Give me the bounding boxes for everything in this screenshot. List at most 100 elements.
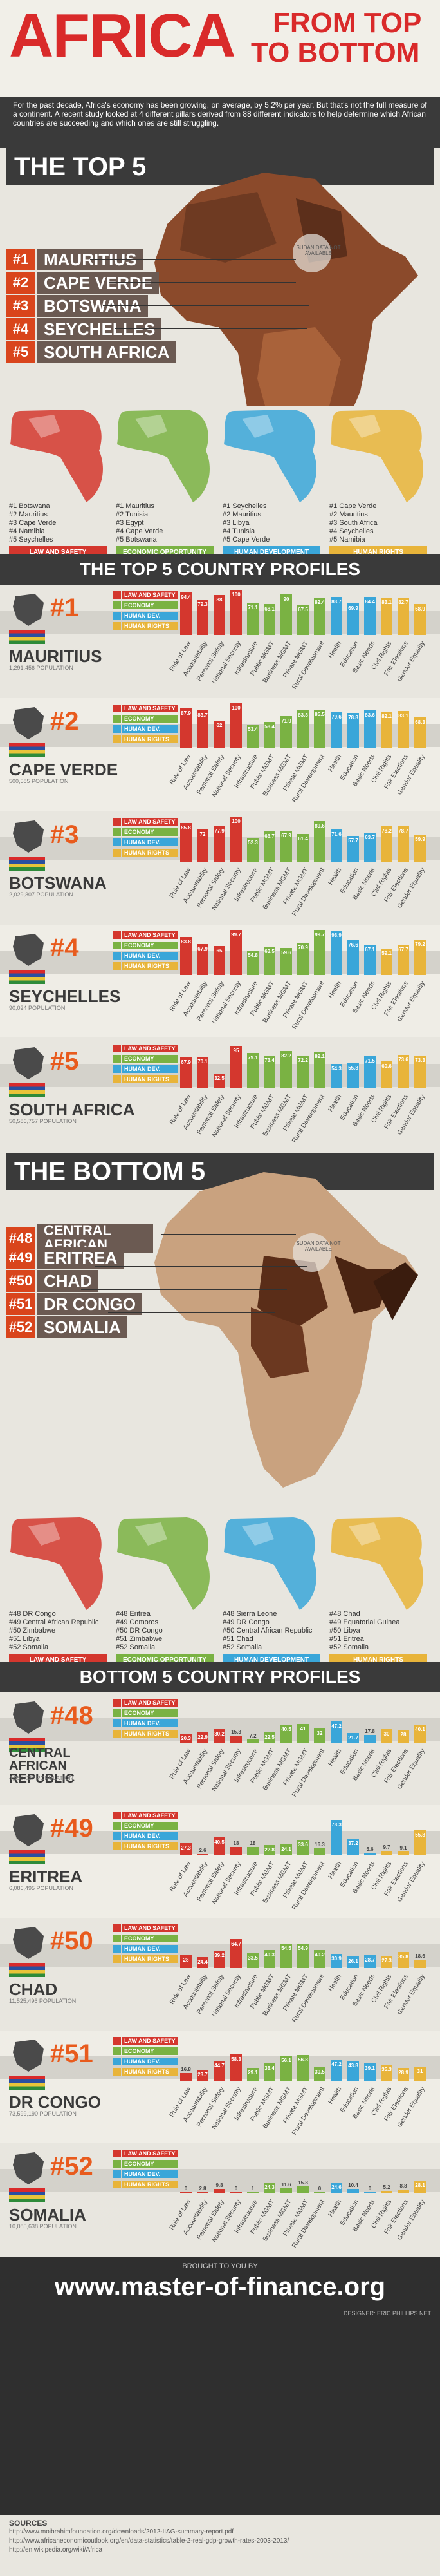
bottom5-rank-badge: #49 bbox=[6, 1247, 35, 1269]
bar bbox=[247, 2067, 259, 2081]
bottom5-rank-row: #49 ERITREA bbox=[6, 1247, 124, 1269]
bottom5-rank-row: #52 SOMALIA bbox=[6, 1316, 127, 1338]
top-rank: #4 bbox=[50, 934, 79, 962]
bottom-axis-labels: Rule of Law Accountability Personal Safety… bbox=[129, 1748, 437, 1799]
top-profiles-title: THE TOP 5 COUNTRY PROFILES bbox=[0, 554, 440, 585]
axis-label: Health bbox=[327, 1748, 344, 1768]
bar bbox=[264, 604, 275, 635]
bar bbox=[364, 833, 376, 862]
bar-value: 22.9 bbox=[197, 1734, 208, 1740]
bottom-bar-chart: 0 2.8 9.8 0 1 24.3 11.6 15.8 0 24.6 10.4 0 5.2 8.8 28.… bbox=[180, 2148, 437, 2193]
top-profile: #3 BOTSWANA 2,029,307 POPULATION LAW AND SA… bbox=[0, 811, 440, 924]
bar-value: 78.2 bbox=[381, 828, 392, 835]
bar-value: 59.1 bbox=[381, 950, 392, 956]
top-rank: #2 bbox=[50, 707, 79, 735]
source-link[interactable]: http://www.africaneconomicoutlook.org/en… bbox=[9, 2537, 289, 2544]
top5-rank-badge: #2 bbox=[6, 272, 35, 294]
source-link[interactable]: http://www.moibrahimfoundation.org/downl… bbox=[9, 2528, 234, 2535]
bar bbox=[314, 2067, 325, 2081]
bar bbox=[247, 838, 259, 862]
bar bbox=[414, 2067, 426, 2081]
top-rank: #1 bbox=[50, 594, 79, 622]
bar-value: 63.7 bbox=[365, 835, 375, 841]
bar bbox=[314, 1728, 325, 1743]
top5-rank-name: SEYCHELLES bbox=[37, 318, 162, 340]
bottom-name: CENTRAL AFRICAN REPUBLIC bbox=[9, 1746, 75, 1786]
bar-value: 95 bbox=[233, 1047, 239, 1054]
pillar-line: #51 Chad bbox=[223, 1635, 253, 1643]
pillar-line: #3 South Africa bbox=[329, 519, 378, 527]
legend-swatch bbox=[113, 591, 121, 599]
bar bbox=[214, 1950, 225, 1968]
legend-swatch bbox=[113, 1812, 121, 1819]
bar bbox=[230, 590, 242, 635]
bar-value: 78.3 bbox=[331, 1822, 342, 1828]
legend-swatch bbox=[113, 931, 121, 939]
bar bbox=[398, 2189, 409, 2193]
bar-value: 77.9 bbox=[214, 828, 225, 835]
bottom5-rank-row: #51 DR CONGO bbox=[6, 1293, 142, 1315]
bar-value: 71.1 bbox=[248, 605, 258, 611]
bottom-name: SOMALIA bbox=[9, 2205, 86, 2224]
title-to-bottom: TO BOTTOM bbox=[251, 37, 420, 68]
bar-value: 58.4 bbox=[264, 724, 275, 730]
bar-value: 27.3 bbox=[381, 1957, 392, 1964]
legend-swatch bbox=[113, 725, 121, 733]
pillar-map bbox=[223, 1513, 320, 1611]
bar-value: 24.3 bbox=[264, 2184, 275, 2190]
legend-label: LAW AND SAFETY bbox=[122, 705, 178, 712]
bottom5-rank-name: DR CONGO bbox=[37, 1293, 142, 1315]
bar-value: 9.7 bbox=[383, 1844, 390, 1851]
bar bbox=[297, 2055, 309, 2081]
top5-rank-badge: #1 bbox=[6, 249, 35, 270]
top-flag bbox=[9, 630, 45, 644]
bar bbox=[297, 710, 309, 748]
africa-map-bottom bbox=[154, 1172, 418, 1488]
top5-rank-badge: #4 bbox=[6, 318, 35, 340]
bar bbox=[347, 1956, 359, 1968]
top-axis-labels: Rule of Law Accountability Personal Safety… bbox=[129, 640, 437, 692]
top-name: SOUTH AFRICA bbox=[9, 1100, 135, 1119]
bar-value: 87.9 bbox=[181, 710, 191, 717]
bar bbox=[381, 826, 392, 862]
source-link[interactable]: http://en.wikipedia.org/wiki/Africa bbox=[9, 2546, 103, 2553]
bar bbox=[414, 1724, 426, 1743]
bar-value: 44.7 bbox=[214, 2062, 225, 2069]
bottom-name: DR CONGO bbox=[9, 2092, 101, 2112]
legend-label: HUMAN RIGHTS bbox=[122, 2068, 178, 2076]
bar-value: 53.4 bbox=[248, 726, 258, 732]
bar-value: 47.2 bbox=[331, 1723, 342, 1729]
top5-rank-row: #5 SOUTH AFRICA bbox=[6, 341, 176, 363]
bar bbox=[381, 711, 392, 748]
bar-value: 16.3 bbox=[315, 1841, 325, 1848]
bottom-population: 11,525,496 POPULATION bbox=[9, 1998, 77, 2004]
bottom-rank: #51 bbox=[50, 2040, 93, 2068]
bar bbox=[264, 1732, 275, 1743]
bar-value: 79.1 bbox=[248, 1054, 258, 1061]
bar-value: 68.9 bbox=[415, 605, 425, 612]
footer-brought: BROUGHT TO YOU BY bbox=[182, 2262, 258, 2270]
legend-swatch bbox=[113, 828, 121, 836]
bar-value: 60.6 bbox=[381, 1063, 392, 1069]
pillar-map bbox=[329, 1513, 427, 1611]
bottom5-section: THE BOTTOM 5 SUDAN DATA NOT AVAILABLE #4… bbox=[0, 1153, 440, 1513]
bottom-flag bbox=[9, 2076, 45, 2090]
bar-value: 0 bbox=[318, 2186, 322, 2192]
legend-label: LAW AND SAFETY bbox=[122, 591, 178, 599]
bar-value: 69.9 bbox=[348, 605, 358, 612]
bar bbox=[314, 2192, 325, 2193]
bar-value: 98.9 bbox=[331, 932, 342, 938]
bottom-bar-chart: 16.8 23.7 44.7 58.3 29.1 38.4 56.1 56.8 30.5 47.2… bbox=[180, 2036, 437, 2081]
bar bbox=[331, 597, 342, 635]
pillar-legend: #1 Mauritius #2 Tunisia #3 Egypt #4 Cape Ve… bbox=[116, 502, 214, 544]
footer-site-link[interactable]: www.master-of-finance.org bbox=[54, 2273, 386, 2301]
legend-label: HUMAN DEV. bbox=[122, 612, 178, 620]
top-name: MAURITIUS bbox=[9, 647, 102, 666]
bar bbox=[331, 2182, 342, 2193]
bottom-rank: #52 bbox=[50, 2152, 93, 2181]
bar-value: 54.5 bbox=[281, 1945, 291, 1951]
bar-value: 40.5 bbox=[214, 1839, 225, 1845]
bottom5-rank-name: CHAD bbox=[37, 1270, 99, 1292]
pillar-line: #2 Mauritius bbox=[223, 511, 261, 518]
top-bar-chart: 83.8 67.9 65 99.7 54.8 63.5 59.6 70.9 99.7 98.9 76… bbox=[180, 930, 437, 975]
